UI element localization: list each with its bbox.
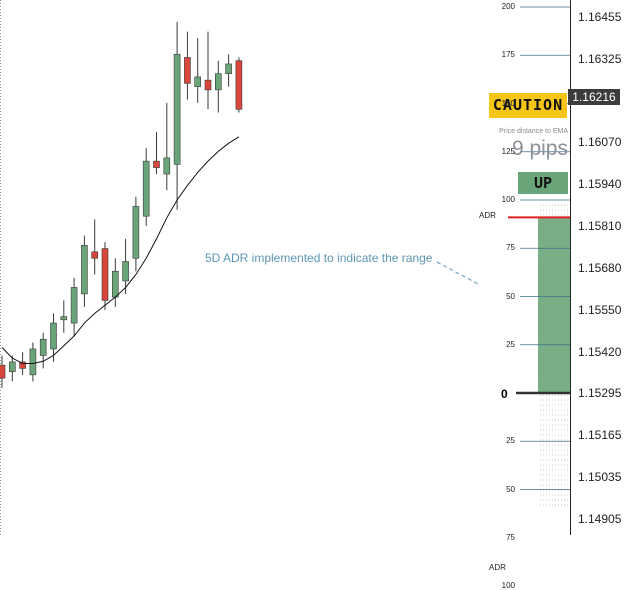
price-axis-label: 1.15165 bbox=[578, 427, 622, 442]
trend-direction-badge: UP bbox=[518, 172, 568, 194]
candle-body bbox=[153, 160, 160, 168]
price-axis-label: 1.14905 bbox=[578, 512, 622, 526]
annotation-pointer bbox=[436, 261, 481, 286]
ema-distance-value: 9 pips bbox=[511, 137, 568, 160]
price-axis-label: 1.16455 bbox=[578, 10, 622, 24]
candle-body bbox=[19, 361, 26, 369]
candle-body bbox=[184, 57, 191, 84]
meter-scale-label-up: 175 bbox=[501, 50, 515, 60]
candle-body bbox=[39, 338, 47, 356]
candle-body bbox=[142, 160, 150, 217]
meter-scale-label-up: 100 bbox=[501, 195, 515, 204]
price-axis-label: 1.15035 bbox=[578, 469, 622, 484]
meter-scale-label-down: 75 bbox=[506, 532, 515, 542]
adr-label-upper: ADR bbox=[479, 211, 496, 221]
meter-scale-label-up: 200 bbox=[501, 2, 515, 11]
candle-body bbox=[29, 348, 37, 376]
price-axis-label: 1.16325 bbox=[578, 52, 622, 67]
adr-range-fill bbox=[538, 217, 570, 393]
adr-range-meter bbox=[508, 6, 570, 506]
meter-scale-label-up: 75 bbox=[506, 243, 515, 253]
candle-body bbox=[81, 245, 88, 295]
current-price-label: 1.16216 bbox=[568, 89, 620, 105]
candle-body bbox=[60, 316, 68, 321]
candle-body bbox=[70, 287, 78, 324]
price-axis-label: 1.15810 bbox=[578, 218, 622, 233]
adr-label-lower: ADR bbox=[489, 562, 506, 572]
candle-body bbox=[215, 73, 222, 91]
candle-body bbox=[122, 261, 129, 282]
meter-scale-label-down: 50 bbox=[506, 484, 515, 494]
candle-body bbox=[204, 79, 212, 91]
candle-body bbox=[50, 322, 57, 350]
candle-body bbox=[101, 248, 109, 301]
ema-line bbox=[1, 136, 240, 365]
price-axis-label: 1.15940 bbox=[578, 176, 622, 191]
meter-scale-label-up: 50 bbox=[506, 291, 515, 301]
candle-body bbox=[9, 361, 16, 372]
price-axis-label: 1.15680 bbox=[578, 261, 622, 275]
candle-body bbox=[194, 76, 201, 87]
meter-scale-label-down: 100 bbox=[501, 581, 515, 590]
ema-distance-caption: Price distance to EMA bbox=[499, 128, 568, 135]
candle-body bbox=[173, 53, 181, 165]
price-axis-label: 1.15550 bbox=[578, 303, 622, 318]
ema-layer bbox=[1, 136, 240, 365]
candles-layer bbox=[0, 21, 243, 388]
candle-body bbox=[235, 60, 243, 110]
price-axis-label: 1.16070 bbox=[578, 134, 622, 149]
price-axis-label: 1.15420 bbox=[578, 345, 622, 360]
caution-badge: CAUTION bbox=[489, 93, 567, 118]
candle-body bbox=[163, 157, 171, 175]
meter-scale-label-up: 125 bbox=[501, 146, 515, 156]
price-axis-label: 1.15295 bbox=[578, 385, 622, 400]
price-chart[interactable] bbox=[0, 0, 625, 535]
meter-scale-label-up: 25 bbox=[506, 339, 515, 349]
candle-body bbox=[132, 206, 140, 259]
candle-body bbox=[91, 251, 98, 259]
meter-scale-label-down: 25 bbox=[506, 436, 515, 446]
candle-body bbox=[0, 364, 6, 379]
candle-body bbox=[112, 270, 119, 298]
annotation-text: 5D ADR implemented to indicate the range bbox=[205, 251, 433, 265]
candle-body bbox=[225, 63, 232, 74]
zero-label: 0 bbox=[501, 387, 508, 401]
meter-scale-label-up: 150 bbox=[501, 98, 515, 108]
